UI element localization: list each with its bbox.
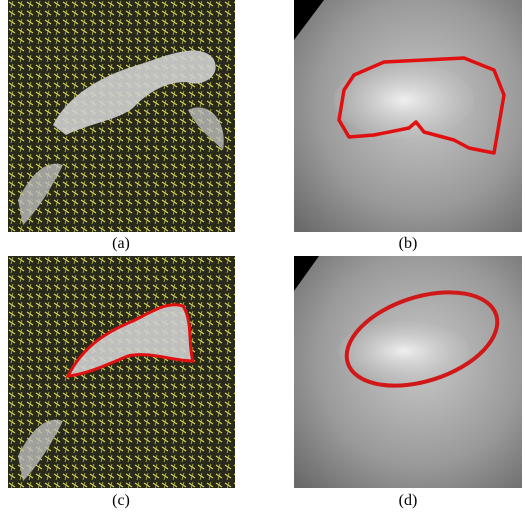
panel-label: (d)	[399, 492, 418, 509]
panel-label: (b)	[399, 235, 418, 252]
panel-d	[294, 256, 522, 488]
panel-label: (a)	[112, 235, 130, 252]
panel-c	[8, 256, 235, 488]
panel-a	[8, 0, 235, 232]
panel-label: (c)	[112, 492, 130, 509]
panel-b	[294, 0, 522, 232]
